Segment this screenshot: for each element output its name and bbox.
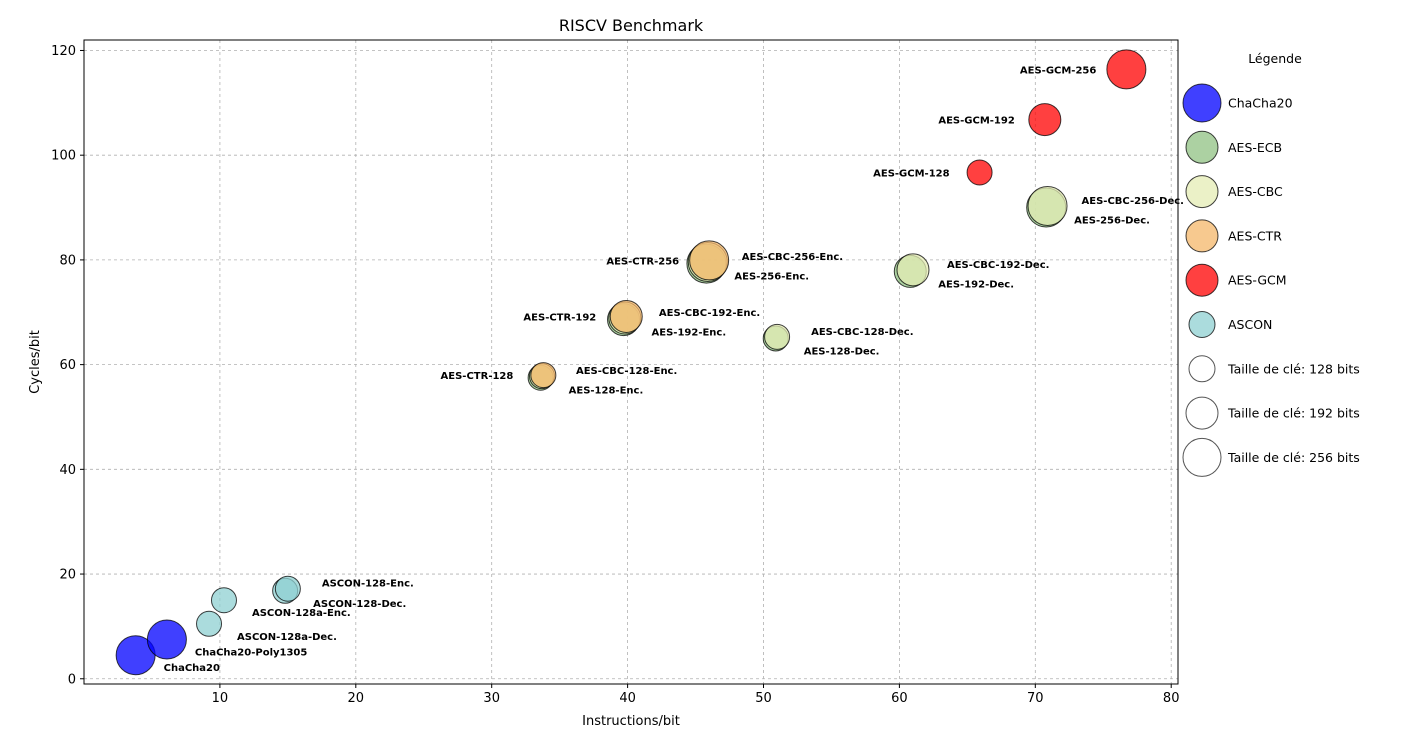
label-aes-ctr-192: AES-CTR-192 — [523, 312, 596, 323]
legend-entry-key-128: Taille de clé: 128 bits — [1227, 361, 1360, 376]
y-axis-label: Cycles/bit — [28, 330, 43, 394]
x-tick-label: 40 — [619, 691, 636, 706]
label-aes-gcm-256: AES-GCM-256 — [1020, 65, 1096, 76]
data-points — [115, 49, 1147, 676]
label-aes-cbc-128-enc: AES-CBC-128-Enc. — [576, 366, 677, 377]
point-aes-ctr-256 — [689, 240, 730, 281]
x-tick-label: 10 — [212, 691, 229, 706]
point-chacha20-poly1305 — [146, 619, 187, 660]
point-aes-cbc-192-dec — [896, 253, 930, 287]
label-ascon-128-enc: ASCON-128-Enc. — [322, 579, 414, 590]
label-aes-192-dec: AES-192-Dec. — [938, 279, 1014, 290]
chart-title: RISCV Benchmark — [559, 16, 704, 35]
y-tick-label: 80 — [59, 253, 76, 268]
label-aes-gcm-128: AES-GCM-128 — [873, 168, 949, 179]
point-labels: ChaCha20 ChaCha20-Poly1305 ASCON-128a-Dec.… — [164, 65, 1184, 674]
legend-entry-aes-ctr: AES-CTR — [1228, 228, 1282, 243]
label-aes-256-enc: AES-256-Enc. — [734, 272, 809, 283]
point-aes-ctr-192 — [609, 299, 643, 333]
legend-swatch-key-192 — [1185, 396, 1219, 430]
y-tick-label: 40 — [59, 463, 76, 478]
legend-entry-key-192: Taille de clé: 192 bits — [1227, 406, 1360, 421]
label-aes-cbc-192-enc: AES-CBC-192-Enc. — [659, 308, 760, 319]
label-aes-cbc-192-dec: AES-CBC-192-Dec. — [947, 260, 1049, 271]
point-aes-gcm-192 — [1028, 103, 1062, 137]
legend-swatch-key-128 — [1188, 355, 1216, 383]
label-chacha20: ChaCha20 — [164, 663, 220, 674]
point-ascon-128-enc — [274, 575, 301, 602]
y-tick-label: 120 — [51, 44, 76, 59]
label-aes-cbc-256-enc: AES-CBC-256-Enc. — [742, 252, 843, 263]
legend-swatch-chacha20 — [1182, 83, 1222, 123]
legend-entry-aes-cbc: AES-CBC — [1228, 184, 1283, 199]
label-aes-128-enc: AES-128-Enc. — [569, 386, 644, 397]
legend-entry-ascon: ASCON — [1228, 317, 1272, 332]
legend-swatch-key-256 — [1182, 437, 1222, 477]
y-tick-label: 0 — [68, 672, 76, 687]
x-tick-label: 80 — [1163, 691, 1180, 706]
y-tick-label: 60 — [59, 358, 76, 373]
label-aes-gcm-192: AES-GCM-192 — [938, 116, 1014, 127]
y-axis-ticks: 0 20 40 60 80 100 120 — [51, 44, 84, 687]
point-aes-cbc-128-dec — [764, 323, 791, 350]
x-tick-label: 50 — [755, 691, 772, 706]
legend-swatch-ascon — [1188, 311, 1216, 338]
x-axis-ticks: 10 20 30 40 50 60 70 80 — [212, 684, 1180, 706]
x-tick-label: 30 — [483, 691, 500, 706]
legend-entry-aes-gcm: AES-GCM — [1228, 273, 1287, 288]
y-tick-label: 100 — [51, 149, 76, 164]
legend-swatch-aes-cbc — [1185, 175, 1219, 209]
x-tick-label: 20 — [348, 691, 365, 706]
y-tick-label: 20 — [59, 568, 76, 583]
legend-entry-chacha20: ChaCha20 — [1228, 96, 1293, 111]
legend-title: Légende — [1248, 51, 1302, 66]
legend: Légende ChaCha20 AES-ECB AES-CBC AES-CTR AES… — [1182, 51, 1360, 477]
point-aes-gcm-128 — [966, 159, 993, 186]
label-ascon-128-dec: ASCON-128-Dec. — [313, 599, 406, 610]
legend-entry-key-256: Taille de clé: 256 bits — [1227, 450, 1360, 465]
grid-lines — [84, 40, 1178, 684]
x-axis-label: Instructions/bit — [582, 714, 680, 729]
label-aes-ctr-256: AES-CTR-256 — [606, 256, 679, 267]
legend-entry-aes-ecb: AES-ECB — [1228, 140, 1282, 155]
label-aes-128-dec: AES-128-Dec. — [804, 346, 880, 357]
x-tick-label: 70 — [1027, 691, 1044, 706]
legend-swatch-aes-ecb — [1185, 130, 1219, 164]
label-aes-192-enc: AES-192-Enc. — [652, 328, 727, 339]
label-aes-cbc-128-dec: AES-CBC-128-Dec. — [811, 327, 913, 338]
label-chacha20-poly1305: ChaCha20-Poly1305 — [195, 647, 307, 658]
label-ascon-128a-enc: ASCON-128a-Enc. — [252, 608, 351, 619]
label-aes-cbc-256-dec: AES-CBC-256-Dec. — [1082, 196, 1184, 207]
x-tick-label: 60 — [891, 691, 908, 706]
label-ascon-128a-dec: ASCON-128a-Dec. — [237, 632, 337, 643]
point-aes-ctr-128 — [530, 362, 557, 389]
legend-swatch-aes-ctr — [1185, 219, 1219, 253]
label-aes-256-dec: AES-256-Dec. — [1074, 216, 1150, 227]
point-aes-cbc-256-dec — [1027, 185, 1068, 226]
point-ascon-128a-enc — [210, 587, 237, 614]
point-ascon-128a-dec — [196, 610, 223, 637]
point-aes-gcm-256 — [1106, 49, 1147, 90]
legend-swatch-aes-gcm — [1185, 263, 1219, 297]
plot-frame — [83, 39, 1179, 685]
label-aes-ctr-128: AES-CTR-128 — [441, 371, 514, 382]
